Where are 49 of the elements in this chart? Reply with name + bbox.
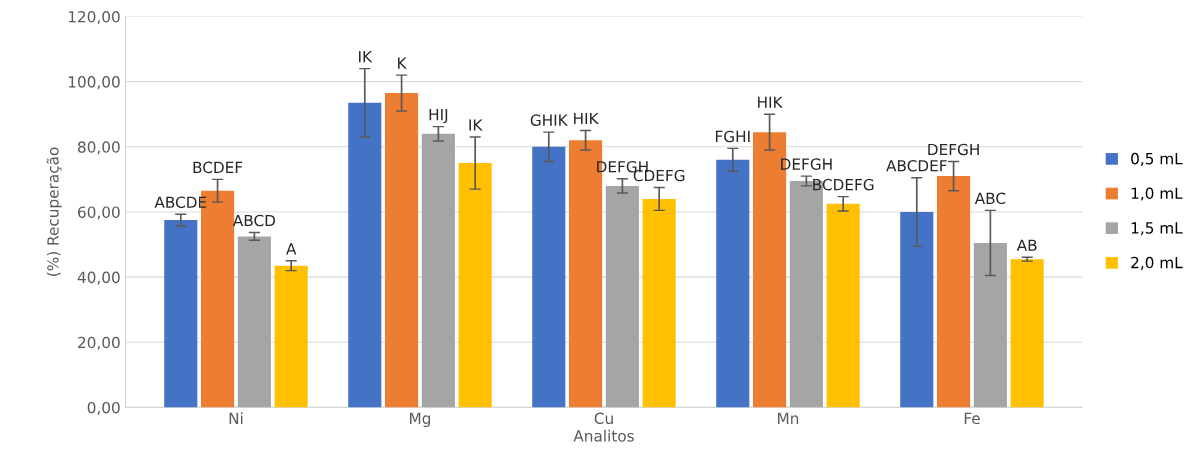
x-tick-label: Fe bbox=[964, 412, 980, 425]
x-tick-label: Mn bbox=[778, 412, 799, 424]
legend-label: 1,0 mL bbox=[1131, 187, 1183, 201]
bar bbox=[937, 176, 971, 408]
bar bbox=[605, 185, 639, 408]
data-label: ABC bbox=[974, 192, 1006, 205]
data-label: HIJ bbox=[429, 109, 448, 124]
bar bbox=[532, 146, 566, 408]
bar bbox=[237, 236, 271, 408]
data-label: HIK bbox=[758, 96, 783, 108]
data-label: K bbox=[398, 57, 407, 69]
y-tick-label: 40,00 bbox=[77, 271, 120, 285]
data-label: DEFGH bbox=[928, 143, 979, 156]
bar bbox=[458, 163, 492, 408]
data-label: IK bbox=[469, 119, 483, 131]
bar bbox=[385, 93, 419, 408]
bar bbox=[164, 220, 198, 408]
legend-label: 2,0 mL bbox=[1131, 256, 1183, 270]
data-label: FGHI bbox=[715, 130, 750, 143]
x-tick-label: Ni bbox=[229, 412, 243, 424]
bar bbox=[421, 133, 455, 408]
y-tick-label: 60,00 bbox=[78, 206, 120, 220]
data-label: GHIK bbox=[530, 114, 569, 126]
bar bbox=[274, 265, 308, 408]
x-tick-label: Cu bbox=[594, 412, 613, 425]
y-tick-label: 20,00 bbox=[78, 336, 120, 350]
y-axis-title: (%) Recuperação bbox=[46, 147, 62, 276]
bar bbox=[900, 211, 934, 408]
x-axis-title: Analitos bbox=[573, 429, 634, 442]
data-label: BCDEFG bbox=[813, 178, 874, 191]
data-label: IK bbox=[359, 51, 373, 63]
bar bbox=[642, 198, 676, 408]
y-tick-label: 120,00 bbox=[68, 10, 120, 25]
legend-label: 0,5 mL bbox=[1131, 152, 1183, 166]
x-tick-label: Mg bbox=[410, 412, 431, 428]
bar bbox=[1010, 259, 1044, 408]
data-label: AB bbox=[1016, 239, 1037, 251]
bar bbox=[973, 242, 1007, 408]
bar bbox=[826, 203, 860, 408]
data-label: HIK bbox=[574, 112, 599, 125]
data-label: ABCDEF bbox=[886, 159, 947, 172]
bar bbox=[716, 159, 750, 408]
data-label: A bbox=[286, 243, 297, 255]
y-tick-label: 80,00 bbox=[78, 141, 120, 155]
y-tick-label: 100,00 bbox=[68, 76, 120, 90]
data-label: BCDEF bbox=[193, 161, 243, 174]
legend-label: 1,5 mL bbox=[1131, 222, 1183, 236]
bar bbox=[348, 102, 382, 408]
y-tick-label: 0,00 bbox=[87, 401, 120, 415]
